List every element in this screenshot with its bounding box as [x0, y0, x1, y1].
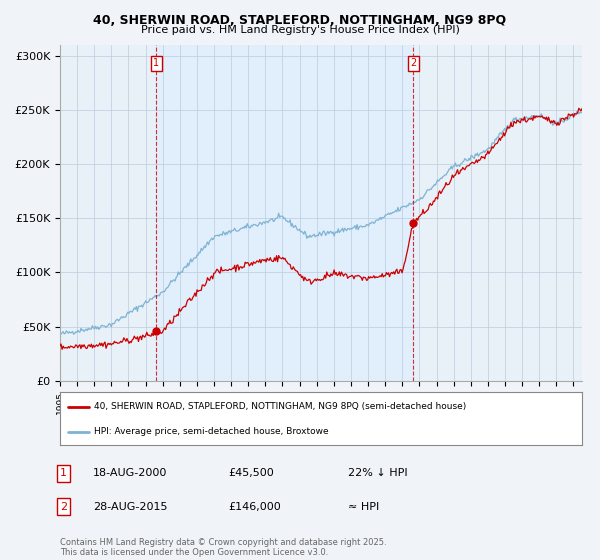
Text: Contains HM Land Registry data © Crown copyright and database right 2025.
This d: Contains HM Land Registry data © Crown c… [60, 538, 386, 557]
Text: 28-AUG-2015: 28-AUG-2015 [93, 502, 167, 512]
Text: ≈ HPI: ≈ HPI [348, 502, 379, 512]
Text: 2: 2 [60, 502, 67, 512]
Text: 2: 2 [410, 58, 416, 68]
Text: 22% ↓ HPI: 22% ↓ HPI [348, 468, 407, 478]
Text: 18-AUG-2000: 18-AUG-2000 [93, 468, 167, 478]
Text: £146,000: £146,000 [228, 502, 281, 512]
Text: 40, SHERWIN ROAD, STAPLEFORD, NOTTINGHAM, NG9 8PQ (semi-detached house): 40, SHERWIN ROAD, STAPLEFORD, NOTTINGHAM… [94, 403, 466, 412]
Text: £45,500: £45,500 [228, 468, 274, 478]
Bar [157, 45, 413, 381]
Text: 1: 1 [60, 468, 67, 478]
Text: HPI: Average price, semi-detached house, Broxtowe: HPI: Average price, semi-detached house,… [94, 427, 329, 436]
Text: Price paid vs. HM Land Registry's House Price Index (HPI): Price paid vs. HM Land Registry's House … [140, 25, 460, 35]
Text: 40, SHERWIN ROAD, STAPLEFORD, NOTTINGHAM, NG9 8PQ: 40, SHERWIN ROAD, STAPLEFORD, NOTTINGHAM… [94, 14, 506, 27]
Text: 1: 1 [153, 58, 160, 68]
